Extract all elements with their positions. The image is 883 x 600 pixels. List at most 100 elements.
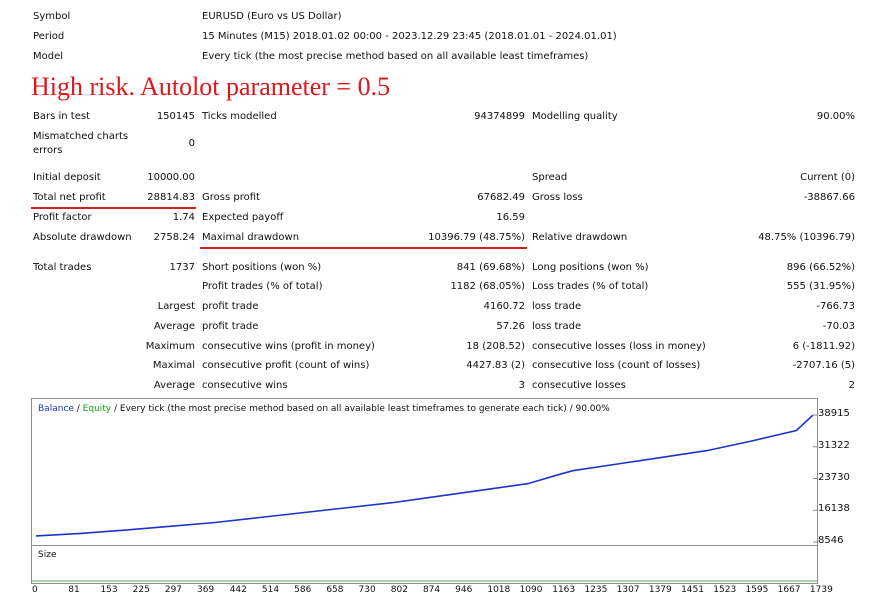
avg-cons-wins-label: consecutive wins	[202, 380, 288, 391]
relative-drawdown-value: 48.75% (10396.79)	[758, 232, 855, 243]
maximal-cons-profit-label: consecutive profit (count of wins)	[202, 360, 370, 371]
ticks-modelled-label: Ticks modelled	[202, 111, 277, 122]
legend-equity: Equity	[82, 404, 112, 414]
average-label: Average	[153, 321, 195, 332]
y-tick-label: 38915	[818, 408, 850, 419]
short-positions-label: Short positions (won %)	[202, 262, 322, 273]
average2-label: Average	[153, 380, 195, 391]
gross-loss-label: Gross loss	[532, 192, 583, 203]
bars-in-test-value: 150145	[156, 111, 195, 122]
spread-label: Spread	[532, 172, 568, 183]
legend-balance: Balance	[38, 404, 74, 414]
x-tick-label: 658	[326, 585, 344, 595]
loss-trades-value: 555 (31.95%)	[786, 281, 855, 292]
mismatched-value: 0	[188, 138, 195, 149]
largest-profit-label: profit trade	[202, 301, 259, 312]
average-profit-value: 57.26	[496, 321, 525, 332]
x-tick-label: 1379	[648, 585, 672, 595]
modelling-quality-value: 90.00%	[816, 111, 855, 122]
max-cons-losses-label: consecutive losses (loss in money)	[532, 341, 706, 352]
x-tick-label: 1739	[809, 585, 833, 595]
avg-cons-losses-label: consecutive losses	[532, 380, 626, 391]
expected-payoff-value: 16.59	[496, 212, 525, 223]
model-label: Model	[33, 51, 64, 62]
largest-loss-value: -766.73	[816, 301, 855, 312]
avg-cons-wins-value: 3	[518, 380, 525, 391]
largest-profit-value: 4160.72	[483, 301, 525, 312]
average-loss-label: loss trade	[532, 321, 582, 332]
period-label: Period	[33, 31, 65, 42]
x-tick-label: 369	[197, 585, 215, 595]
average-loss-value: -70.03	[822, 321, 855, 332]
gross-loss-value: -38867.66	[803, 192, 855, 203]
largest-label: Largest	[157, 301, 195, 312]
mismatched-label-2: errors	[33, 145, 63, 156]
x-tick-label: 153	[100, 585, 118, 595]
relative-drawdown-label: Relative drawdown	[532, 232, 628, 243]
max-cons-losses-value: 6 (-1811.92)	[792, 341, 855, 352]
x-tick-label: 297	[164, 585, 183, 595]
initial-deposit-label: Initial deposit	[33, 172, 101, 183]
profit-factor-value: 1.74	[172, 212, 195, 223]
initial-deposit-value: 10000.00	[147, 172, 195, 183]
largest-loss-label: loss trade	[532, 301, 582, 312]
x-tick-label: 1307	[616, 585, 640, 595]
x-tick-label: 1018	[487, 585, 511, 595]
x-tick-label: 874	[422, 585, 441, 595]
y-tick-label: 8546	[818, 535, 844, 546]
legend-description: / Every tick (the most precise method ba…	[111, 404, 610, 414]
max-cons-wins-label: consecutive wins (profit in money)	[202, 341, 375, 352]
balance-chart: Balance / Equity / Every tick (the most …	[31, 398, 818, 546]
symbol-label: Symbol	[33, 11, 71, 22]
absolute-drawdown-label: Absolute drawdown	[33, 232, 132, 243]
bars-in-test-label: Bars in test	[33, 111, 90, 122]
maximal-cons-loss-label: consecutive loss (count of losses)	[532, 360, 701, 371]
x-tick-label: 1451	[681, 585, 704, 595]
x-tick-label: 1667	[777, 585, 801, 595]
chart-plot	[35, 414, 817, 543]
x-tick-label: 225	[132, 585, 150, 595]
maximal-drawdown-value: 10396.79 (48.75%)	[428, 232, 525, 243]
x-tick-label: 1595	[745, 585, 769, 595]
total-net-profit-label: Total net profit	[33, 192, 106, 203]
modelling-quality-label: Modelling quality	[532, 111, 618, 122]
maximal-label: Maximal	[152, 360, 195, 371]
x-tick-label: 0	[32, 585, 38, 595]
x-tick-label: 730	[358, 585, 376, 595]
total-net-profit-underline	[31, 207, 196, 209]
profit-trades-label: Profit trades (% of total)	[202, 281, 323, 292]
balance-series-line	[35, 414, 814, 537]
profit-factor-label: Profit factor	[33, 212, 92, 223]
spread-value: Current (0)	[800, 172, 855, 183]
headline: High risk. Autolot parameter = 0.5	[31, 72, 391, 101]
long-positions-label: Long positions (won %)	[532, 262, 649, 273]
gross-profit-value: 67682.49	[477, 192, 525, 203]
long-positions-value: 896 (66.52%)	[786, 262, 855, 273]
max-cons-wins-value: 18 (208.52)	[466, 341, 525, 352]
maximal-cons-profit-value: 4427.83 (2)	[466, 360, 525, 371]
mismatched-label-1: Mismatched charts	[33, 131, 129, 142]
loss-trades-label: Loss trades (% of total)	[532, 281, 649, 292]
y-tick-label: 16138	[818, 503, 850, 515]
size-panel: Size	[31, 545, 818, 584]
gross-profit-label: Gross profit	[202, 192, 260, 203]
x-tick-label: 586	[294, 585, 312, 595]
x-tick-label: 1235	[584, 585, 608, 595]
chart-legend: Balance / Equity / Every tick (the most …	[38, 404, 610, 414]
size-plot	[32, 580, 817, 582]
period-value: 15 Minutes (M15) 2018.01.02 00:00 - 2023…	[202, 31, 617, 42]
absolute-drawdown-value: 2758.24	[153, 232, 195, 243]
legend-separator: /	[73, 404, 83, 414]
total-trades-label: Total trades	[33, 262, 92, 273]
x-tick-label: 81	[68, 585, 80, 595]
y-tick-label: 31322	[818, 439, 850, 451]
maximal-drawdown-label: Maximal drawdown	[202, 232, 300, 243]
avg-cons-losses-value: 2	[848, 380, 855, 391]
x-tick-label: 1163	[552, 585, 576, 595]
expected-payoff-label: Expected payoff	[202, 212, 284, 223]
x-tick-label: 1523	[713, 585, 737, 595]
average-profit-label: profit trade	[202, 321, 259, 332]
maximum-label: Maximum	[145, 341, 195, 352]
maximal-cons-loss-value: -2707.16 (5)	[792, 360, 855, 371]
x-tick-label: 946	[455, 585, 473, 595]
